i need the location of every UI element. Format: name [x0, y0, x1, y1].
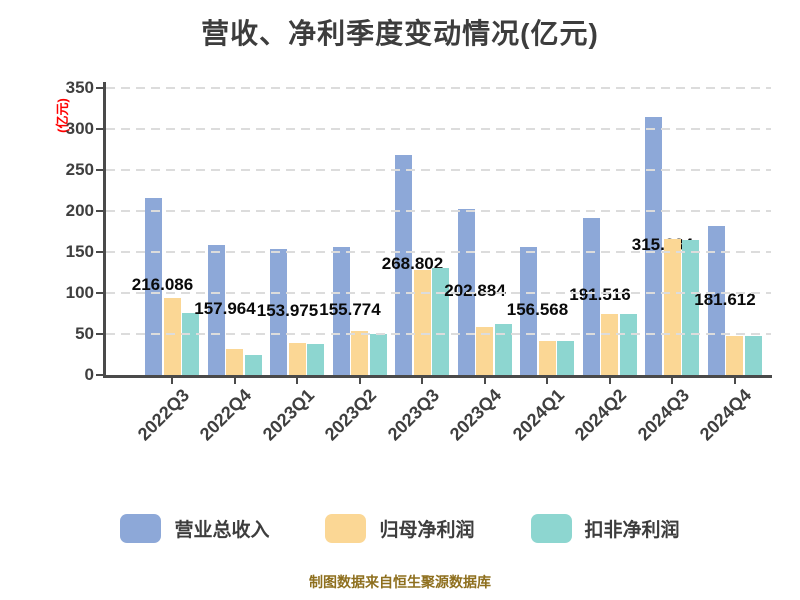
bar-non-gaap-net-profit-2022Q4: [244, 354, 262, 375]
bar-net-profit-2022Q3: [163, 297, 181, 375]
x-tick-2023Q4: [483, 377, 486, 384]
y-tick-0: [96, 374, 104, 376]
x-tick-2023Q1: [296, 377, 298, 384]
legend-swatch-non-gaap-net-profit: [530, 513, 572, 543]
bar-net-profit-2024Q3: [663, 238, 681, 375]
gridline-350: [106, 87, 771, 89]
x-tick-2022Q3: [171, 377, 173, 384]
bar-net-profit-2023Q2: [351, 330, 368, 375]
y-tick-label-0: 0: [84, 365, 94, 384]
bar-revenue-2022Q3: [145, 197, 162, 375]
x-tick-label-2024Q1: 2024Q1: [508, 385, 569, 445]
y-tick-label-100: 100: [65, 283, 94, 302]
x-tick-label-2023Q2: 2023Q2: [321, 385, 381, 445]
y-tick-150: [96, 251, 104, 253]
bar-net-profit-2023Q1: [288, 343, 306, 375]
legend-item-non-gaap-net-profit: 扣非净利润: [530, 513, 680, 543]
y-tick-label-150: 150: [65, 242, 94, 261]
bar-net-profit-2024Q2: [601, 313, 618, 375]
y-tick-300: [96, 128, 104, 130]
bar-non-gaap-net-profit-2023Q3: [432, 267, 449, 375]
y-tick-50: [96, 333, 104, 335]
legend-item-revenue: 营业总收入: [120, 513, 270, 543]
chart-legend: 营业总收入 归母净利润 扣非净利润: [0, 505, 800, 551]
gridline-150: [106, 251, 771, 253]
y-tick-label-350: 350: [65, 78, 94, 97]
bar-revenue-2023Q3: [395, 154, 412, 375]
bar-revenue-2024Q4: [707, 226, 725, 375]
x-tick-label-2024Q4: 2024Q4: [696, 385, 756, 445]
data-source-note: 制图数据来自恒生聚源数据库: [309, 574, 491, 590]
gridline-50: [106, 333, 771, 335]
x-tick-2023Q3: [421, 377, 423, 384]
chart-title: 营收、净利季度变动情况(亿元): [201, 18, 599, 49]
x-tick-label-2022Q3: 2022Q3: [133, 385, 194, 445]
x-tick-2022Q4: [233, 377, 236, 384]
y-tick-label-300: 300: [65, 119, 94, 138]
x-tick-label-2022Q4: 2022Q4: [196, 385, 256, 445]
bar-non-gaap-net-profit-2023Q2: [369, 334, 387, 375]
y-tick-200: [96, 210, 104, 212]
gridline-250: [106, 169, 771, 171]
bar-non-gaap-net-profit-2024Q4: [744, 335, 762, 375]
x-tick-2024Q1: [546, 377, 548, 384]
bar-revenue-2023Q1: [270, 248, 287, 375]
y-tick-label-200: 200: [65, 201, 94, 220]
x-tick-label-2024Q3: 2024Q3: [633, 385, 694, 445]
bar-revenue-2024Q2: [582, 217, 600, 375]
value-label-2022Q4: 157.964: [194, 299, 256, 319]
y-tick-label-250: 250: [65, 160, 94, 179]
bar-non-gaap-net-profit-2022Q3: [182, 313, 199, 375]
y-tick-label-50: 50: [75, 324, 94, 343]
legend-swatch-revenue: [120, 513, 162, 543]
value-label-2024Q2: 191.516: [569, 285, 631, 305]
bar-non-gaap-net-profit-2024Q3: [682, 240, 699, 375]
bar-non-gaap-net-profit-2023Q1: [307, 343, 324, 375]
bar-revenue-2022Q4: [207, 245, 225, 375]
value-label-2023Q3: 268.802: [381, 253, 444, 273]
x-tick-2024Q2: [608, 377, 611, 384]
y-axis-line: [103, 82, 106, 377]
bar-revenue-2023Q2: [332, 247, 350, 375]
bar-revenue-2024Q1: [520, 246, 537, 375]
bar-non-gaap-net-profit-2024Q2: [619, 314, 637, 375]
bar-non-gaap-net-profit-2024Q1: [557, 340, 574, 375]
bar-net-profit-2022Q4: [226, 348, 243, 375]
gridline-200: [106, 210, 771, 212]
value-label-2024Q4: 181.612: [694, 289, 756, 309]
value-label-2023Q4: 202.884: [444, 280, 506, 300]
legend-item-net-profit: 归母净利润: [325, 513, 475, 543]
gridline-300: [106, 128, 771, 130]
x-tick-label-2024Q2: 2024Q2: [571, 385, 631, 445]
x-tick-2024Q4: [733, 377, 736, 384]
x-tick-2023Q2: [358, 377, 361, 384]
x-tick-label-2023Q3: 2023Q3: [383, 385, 444, 445]
bar-net-profit-2023Q4: [476, 326, 493, 375]
bar-net-profit-2024Q1: [538, 341, 556, 375]
value-label-2022Q3: 216.086: [131, 275, 194, 295]
value-label-2023Q1: 153.975: [256, 300, 319, 320]
value-label-2023Q2: 155.774: [319, 300, 381, 320]
x-tick-label-2023Q1: 2023Q1: [258, 385, 319, 445]
x-tick-2024Q3: [671, 377, 673, 384]
bar-non-gaap-net-profit-2023Q4: [494, 323, 512, 375]
x-tick-label-2023Q4: 2023Q4: [446, 385, 506, 445]
y-tick-100: [96, 292, 104, 294]
bar-revenue-2024Q3: [645, 116, 662, 375]
gridline-100: [106, 292, 771, 294]
value-label-2024Q1: 156.568: [506, 299, 569, 319]
bar-net-profit-2023Q3: [413, 270, 431, 375]
y-tick-350: [96, 87, 104, 89]
bar-net-profit-2024Q4: [726, 336, 743, 375]
legend-label-revenue: 营业总收入: [174, 519, 270, 541]
y-tick-250: [96, 169, 104, 171]
legend-label-net-profit: 归母净利润: [379, 519, 475, 541]
legend-label-non-gaap-net-profit: 扣非净利润: [584, 519, 680, 541]
legend-swatch-net-profit: [325, 513, 367, 543]
x-axis-line: [103, 375, 772, 378]
